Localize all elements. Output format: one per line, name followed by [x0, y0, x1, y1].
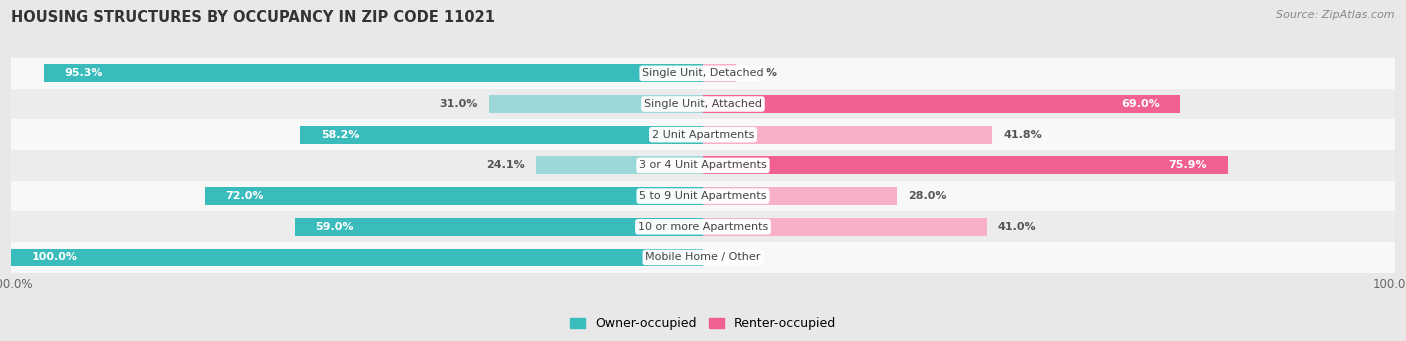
Bar: [44, 64, 703, 82]
Bar: [703, 187, 897, 205]
Bar: [295, 218, 703, 236]
Text: 59.0%: 59.0%: [315, 222, 354, 232]
Bar: [301, 126, 703, 144]
Bar: [703, 218, 987, 236]
Text: 72.0%: 72.0%: [226, 191, 264, 201]
Text: 24.1%: 24.1%: [486, 160, 526, 170]
Text: 75.9%: 75.9%: [1168, 160, 1208, 170]
Text: 5 to 9 Unit Apartments: 5 to 9 Unit Apartments: [640, 191, 766, 201]
Text: 100.0%: 100.0%: [32, 252, 77, 263]
Text: 58.2%: 58.2%: [321, 130, 360, 140]
Text: 41.0%: 41.0%: [998, 222, 1036, 232]
Bar: [703, 126, 993, 144]
Text: 2 Unit Apartments: 2 Unit Apartments: [652, 130, 754, 140]
Text: 0.0%: 0.0%: [714, 252, 745, 263]
Text: Single Unit, Detached: Single Unit, Detached: [643, 68, 763, 78]
Bar: [536, 157, 703, 174]
Legend: Owner-occupied, Renter-occupied: Owner-occupied, Renter-occupied: [565, 312, 841, 335]
Text: 3 or 4 Unit Apartments: 3 or 4 Unit Apartments: [640, 160, 766, 170]
Bar: [488, 95, 703, 113]
Text: 10 or more Apartments: 10 or more Apartments: [638, 222, 768, 232]
Bar: [703, 64, 735, 82]
Text: Single Unit, Attached: Single Unit, Attached: [644, 99, 762, 109]
Text: 95.3%: 95.3%: [65, 68, 103, 78]
Text: 28.0%: 28.0%: [908, 191, 946, 201]
Text: 69.0%: 69.0%: [1121, 99, 1160, 109]
Text: 4.7%: 4.7%: [747, 68, 778, 78]
Bar: [11, 211, 1395, 242]
Bar: [205, 187, 703, 205]
Text: Source: ZipAtlas.com: Source: ZipAtlas.com: [1277, 10, 1395, 20]
Text: 41.8%: 41.8%: [1004, 130, 1042, 140]
Bar: [703, 95, 1180, 113]
Text: 31.0%: 31.0%: [439, 99, 478, 109]
Text: Mobile Home / Other: Mobile Home / Other: [645, 252, 761, 263]
Bar: [703, 157, 1227, 174]
Bar: [11, 242, 1395, 273]
Bar: [11, 150, 1395, 181]
Bar: [11, 119, 1395, 150]
Bar: [11, 181, 1395, 211]
Bar: [11, 89, 1395, 119]
Bar: [11, 249, 703, 266]
Bar: [11, 58, 1395, 89]
Text: HOUSING STRUCTURES BY OCCUPANCY IN ZIP CODE 11021: HOUSING STRUCTURES BY OCCUPANCY IN ZIP C…: [11, 10, 495, 25]
